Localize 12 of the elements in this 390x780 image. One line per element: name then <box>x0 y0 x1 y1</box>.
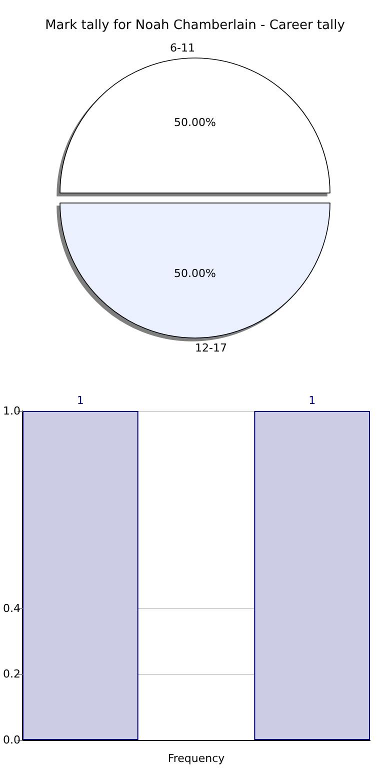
slice-label: 12-17 <box>195 342 227 354</box>
y-tick-label: 0.4 <box>2 602 20 615</box>
data-label: 1 <box>76 394 84 407</box>
chart-title: Mark tally for Noah Chamberlain - Career tally <box>45 18 346 33</box>
data-label: 1 <box>308 394 316 407</box>
y-tick-label: 0.0 <box>2 734 20 746</box>
slice-label: 6-11 <box>170 42 195 54</box>
y-tick-label: 1.0 <box>2 404 20 418</box>
data-label: 50.00% <box>174 116 216 129</box>
data-label: 50.00% <box>174 267 216 280</box>
x-axis-title: Frequency <box>168 752 226 765</box>
y-tick-label: 0.2 <box>2 668 20 681</box>
